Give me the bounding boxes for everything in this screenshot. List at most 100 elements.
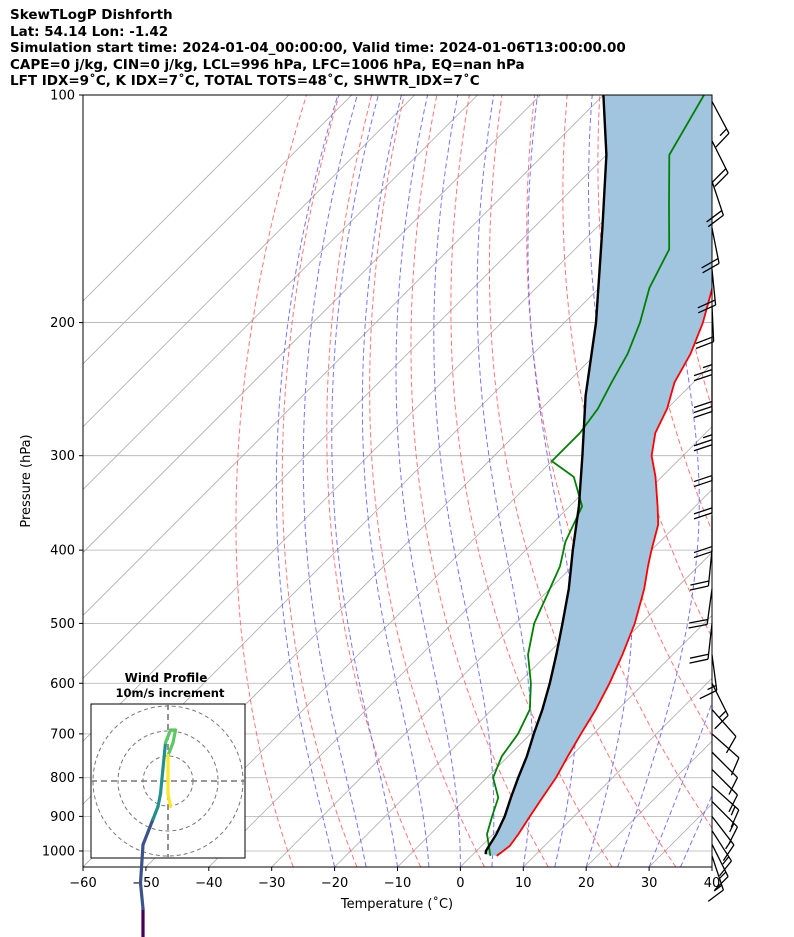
isotherm-line [83, 95, 353, 365]
hodograph-segment [166, 741, 175, 758]
wind-barb [711, 751, 739, 795]
dewpoint-line [486, 95, 705, 857]
wind-barb [693, 338, 713, 382]
y-axis-label: Pressure (hPa) [19, 434, 34, 527]
barb-staff [711, 654, 718, 691]
barb-staff [711, 709, 737, 737]
x-tick-label: 30 [641, 876, 658, 891]
barb-staff [711, 751, 738, 779]
moist-adiabat [648, 701, 712, 867]
barb-flag [702, 262, 720, 274]
barb-half-flag [707, 684, 717, 691]
index-line: LFT IDX=9˚C, K IDX=7˚C, TOTAL TOTS=48˚C,… [10, 73, 480, 89]
temperature-line [496, 286, 712, 857]
barb-flag [711, 168, 727, 183]
moist-adiabat [395, 95, 461, 867]
hodograph-subtitle: 10m/s increment [116, 686, 225, 700]
moist-adiabat [617, 95, 700, 867]
barb-flag [728, 777, 739, 795]
wind-barb [693, 515, 713, 559]
barb-staff [711, 101, 730, 134]
dry-adiabat [763, 95, 794, 867]
x-tick-label: 0 [456, 876, 464, 891]
x-axis-label: Temperature (˚C) [340, 896, 453, 912]
y-tick-label: 100 [50, 89, 75, 104]
moist-adiabat [433, 95, 495, 867]
barb-flag [728, 794, 739, 813]
barb-staff [711, 682, 729, 716]
barb-flag [689, 618, 708, 624]
barb-flag [706, 210, 723, 223]
y-tick-label: 200 [50, 316, 75, 331]
barb-flag [701, 257, 719, 269]
barb-flag [693, 479, 713, 488]
chart-title: SkewTLogP Dishforth [10, 7, 173, 23]
wind-barb [689, 550, 713, 591]
wind-barb [711, 785, 740, 828]
hodograph-title: Wind Profile [125, 671, 208, 685]
location-line: Lat: 54.14 Lon: -1.42 [10, 23, 169, 40]
hodograph-ring [117, 730, 219, 832]
y-tick-label: 1000 [42, 844, 75, 859]
hodograph-inset: Wind Profile 10m/s increment [90, 671, 246, 937]
dry-adiabat [281, 95, 358, 867]
y-tick-label: 400 [50, 544, 75, 559]
barb-flag [698, 304, 716, 314]
wind-barb [699, 654, 718, 700]
barb-staff [711, 140, 729, 174]
barb-half-flag [730, 806, 736, 816]
chart-header: SkewTLogP Dishforth Lat: 54.14 Lon: -1.4… [10, 7, 626, 90]
hodograph-segment [166, 792, 173, 809]
barb-flag [693, 507, 713, 515]
moist-adiabat [527, 95, 579, 867]
dry-adiabat [369, 95, 485, 867]
moist-adiabat [275, 95, 339, 867]
x-tick-label: −60 [69, 876, 96, 891]
hodograph-segment [151, 804, 160, 821]
wind-barb [706, 180, 725, 228]
barb-flag [697, 299, 716, 309]
isotherm-line [83, 95, 290, 302]
barb-staff [711, 844, 729, 877]
y-tick-label: 800 [50, 771, 75, 786]
wind-barb [711, 830, 733, 877]
wind-barb [711, 768, 739, 813]
dry-adiabat [326, 95, 422, 867]
barb-flag [693, 474, 713, 483]
hodograph-segment [161, 741, 168, 770]
wind-barb [711, 682, 729, 730]
isotherm-line [397, 551, 712, 867]
barb-flag [730, 757, 740, 776]
barb-flag [693, 400, 713, 409]
dry-adiabat [235, 95, 307, 867]
hodograph-segment [171, 728, 178, 745]
isotherm-line [271, 426, 712, 867]
barb-flag [689, 585, 709, 591]
barb-staff [711, 180, 725, 216]
barb-half-flag [719, 128, 728, 137]
barb-flag [695, 341, 714, 350]
y-tick-label: 600 [50, 677, 75, 692]
barb-flag [693, 444, 713, 452]
isotherm-line [83, 95, 604, 616]
time-line: Simulation start time: 2024-01-04_00:00:… [10, 40, 626, 56]
barb-flag [693, 368, 713, 377]
barb-half-flag [718, 871, 727, 880]
barb-flag [693, 405, 713, 414]
barb-staff [711, 269, 717, 306]
stability-line: CAPE=0 j/kg, CIN=0 j/kg, LCL=996 hPa, LF… [10, 56, 525, 73]
wind-barb [711, 101, 730, 148]
wind-barb [711, 733, 740, 776]
dry-adiabat [526, 95, 712, 829]
wind-barb [697, 269, 717, 314]
isotherm-line [334, 489, 712, 867]
x-tick-label: −20 [321, 876, 348, 891]
isotherm-line [523, 677, 712, 867]
barb-flag [693, 545, 713, 554]
barb-staff [711, 855, 725, 891]
barb-flag [707, 214, 724, 228]
y-tick-label: 300 [50, 449, 75, 464]
x-tick-label: −10 [384, 876, 411, 891]
wind-barb [689, 623, 713, 664]
moist-adiabat [711, 865, 712, 867]
